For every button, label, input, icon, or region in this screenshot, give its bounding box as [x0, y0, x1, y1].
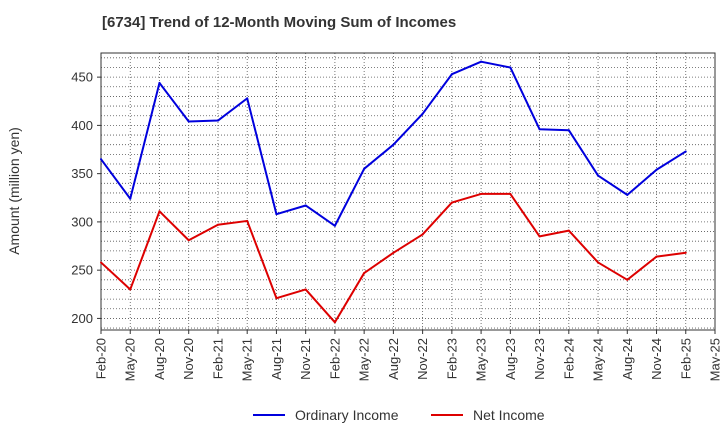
x-tick-label: Feb-24 — [561, 338, 576, 379]
x-tick-label: May-20 — [123, 338, 138, 381]
data-point — [450, 73, 453, 76]
x-tick-label: Aug-24 — [620, 338, 635, 380]
x-tick-label: May-23 — [474, 338, 489, 381]
data-point — [655, 255, 658, 258]
data-point — [567, 229, 570, 232]
data-point — [509, 66, 512, 69]
data-point — [216, 223, 219, 226]
data-point — [158, 81, 161, 84]
y-tick-label: 400 — [71, 118, 93, 133]
legend-label: Net Income — [473, 407, 545, 423]
x-tick-label: Aug-20 — [152, 338, 167, 380]
data-point — [597, 174, 600, 177]
x-tick-label: Nov-22 — [415, 338, 430, 380]
data-point — [129, 197, 132, 200]
data-point — [480, 60, 483, 63]
data-point — [363, 167, 366, 170]
data-point — [187, 239, 190, 242]
axes: 200 250 300 350 400 450 Feb-20 May-20 Aug-20 Nov-… — [71, 52, 720, 381]
data-point — [450, 201, 453, 204]
y-tick-label: 450 — [71, 70, 93, 85]
data-point — [100, 158, 102, 161]
chart-title: [6734] Trend of 12-Month Moving Sum of I… — [102, 14, 457, 31]
x-tick-label: Feb-21 — [210, 338, 225, 379]
data-point — [421, 233, 424, 236]
data-point — [538, 128, 541, 131]
data-point — [626, 193, 629, 196]
x-tick-label: May-21 — [240, 338, 255, 381]
x-tick-label: Nov-21 — [298, 338, 313, 380]
data-point — [304, 288, 307, 291]
data-point — [392, 143, 395, 146]
data-point — [480, 192, 483, 195]
data-point — [216, 119, 219, 122]
data-point — [246, 97, 249, 100]
y-tick-label: 200 — [71, 311, 93, 326]
legend-label: Ordinary Income — [295, 407, 399, 423]
data-point — [567, 129, 570, 132]
x-tick-label: Aug-21 — [269, 338, 284, 380]
data-point — [275, 213, 278, 216]
data-point — [597, 261, 600, 264]
x-tick-label: Nov-23 — [532, 338, 547, 380]
x-tick-label: May-24 — [591, 338, 606, 381]
y-axis-title: Amount (million yen) — [6, 127, 22, 255]
plot-frame — [100, 52, 716, 331]
data-point — [509, 192, 512, 195]
data-point — [421, 112, 424, 115]
x-tick-label: May-25 — [708, 338, 720, 381]
y-tick-label: 300 — [71, 214, 93, 229]
data-point — [333, 321, 336, 324]
data-point — [684, 251, 687, 254]
data-point — [626, 278, 629, 281]
data-point — [363, 272, 366, 275]
y-tick-label: 350 — [71, 166, 93, 181]
x-tick-label: Aug-23 — [503, 338, 518, 380]
x-tick-label: Nov-20 — [181, 338, 196, 380]
x-tick-label: May-22 — [357, 338, 372, 381]
data-point — [655, 168, 658, 171]
x-tick-label: Nov-24 — [649, 338, 664, 380]
data-point — [538, 235, 541, 238]
legend: Ordinary Income Net Income — [253, 407, 545, 423]
grid-lines — [101, 53, 715, 330]
data-point — [275, 297, 278, 300]
series-lines — [100, 60, 687, 324]
data-point — [304, 204, 307, 207]
data-point — [129, 288, 132, 291]
data-point — [187, 120, 190, 123]
data-point — [100, 261, 102, 264]
x-tick-label: Aug-22 — [386, 338, 401, 380]
x-tick-label: Feb-20 — [94, 338, 109, 379]
series-line-net-income — [100, 192, 686, 324]
data-point — [684, 150, 687, 153]
x-tick-label: Feb-25 — [678, 338, 693, 379]
data-point — [333, 224, 336, 227]
y-tick-label: 250 — [71, 263, 93, 278]
data-point — [392, 251, 395, 254]
data-point — [158, 210, 161, 213]
x-tick-label: Feb-22 — [327, 338, 342, 379]
x-tick-label: Feb-23 — [444, 338, 459, 379]
data-point — [246, 219, 249, 222]
